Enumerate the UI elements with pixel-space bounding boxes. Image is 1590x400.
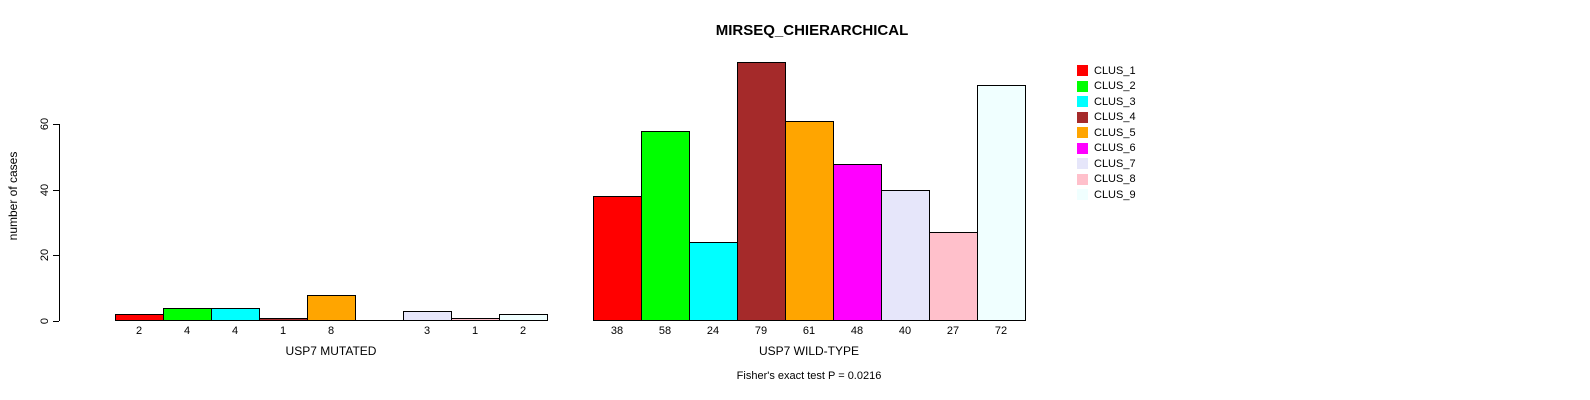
y-tick-label: 20 <box>39 248 51 262</box>
bar-value-label: 48 <box>850 325 864 337</box>
legend-color-swatch <box>1077 158 1088 170</box>
legend-item: CLUS_7 <box>1077 156 1136 172</box>
legend-label: CLUS_8 <box>1094 173 1136 186</box>
legend-color-swatch <box>1077 65 1088 77</box>
bar-clus_7-group0 <box>403 311 452 321</box>
y-tick-mark <box>53 124 59 125</box>
bar-value-label: 1 <box>471 325 479 337</box>
group-label-mutated: USP7 MUTATED <box>285 344 377 358</box>
group-label-wildtype: USP7 WILD-TYPE <box>758 344 860 358</box>
bar-clus_2-group0 <box>163 308 212 321</box>
y-axis-label: number of cases <box>6 151 20 241</box>
legend: CLUS_1 CLUS_2 CLUS_3 CLUS_4 CLUS_5 CLUS_6 CLUS… <box>1077 63 1136 203</box>
bar-value-label: 72 <box>994 325 1008 337</box>
bar-value-label: 2 <box>519 325 527 337</box>
bar-clus_2-group1 <box>641 131 690 321</box>
y-tick-label: 40 <box>39 183 51 197</box>
bar-clus_3-group1 <box>689 242 738 321</box>
legend-color-swatch <box>1077 173 1088 185</box>
bar-clus_3-group0 <box>211 308 260 321</box>
bar-clus_7-group1 <box>881 190 930 321</box>
bar-value-label: 24 <box>706 325 720 337</box>
y-tick-label: 60 <box>39 117 51 131</box>
bar-clus_5-group1 <box>785 121 834 321</box>
bar-value-label: 61 <box>802 325 816 337</box>
y-tick-mark <box>53 321 59 322</box>
bar-clus_1-group1 <box>593 196 642 321</box>
y-tick-mark <box>53 255 59 256</box>
y-axis-line <box>59 124 60 321</box>
legend-label: CLUS_4 <box>1094 111 1136 124</box>
legend-color-swatch <box>1077 111 1088 123</box>
legend-item: CLUS_8 <box>1077 172 1136 188</box>
legend-color-swatch <box>1077 96 1088 108</box>
legend-label: CLUS_5 <box>1094 126 1136 139</box>
fisher-test-annotation: Fisher's exact test P = 0.0216 <box>736 370 882 382</box>
legend-label: CLUS_1 <box>1094 64 1136 77</box>
bar-clus_5-group0 <box>307 295 356 321</box>
legend-item: CLUS_9 <box>1077 187 1136 203</box>
bar-clus_8-group1 <box>929 232 978 321</box>
legend-color-swatch <box>1077 80 1088 92</box>
chart-title: MIRSEQ_CHIERARCHICAL <box>715 22 909 39</box>
legend-color-swatch <box>1077 142 1088 154</box>
bar-value-label: 1 <box>279 325 287 337</box>
legend-item: CLUS_4 <box>1077 110 1136 126</box>
bar-clus_8-group0 <box>451 318 500 321</box>
legend-color-swatch <box>1077 189 1088 201</box>
bar-clus_9-group1 <box>977 85 1026 321</box>
bar-clus_1-group0 <box>115 314 164 321</box>
bar-value-label: 4 <box>231 325 239 337</box>
legend-item: CLUS_3 <box>1077 94 1136 110</box>
bar-value-label: 3 <box>423 325 431 337</box>
bar-value-label: 79 <box>754 325 768 337</box>
y-tick-label: 0 <box>39 317 51 325</box>
legend-label: CLUS_2 <box>1094 80 1136 93</box>
bar-clus_4-group1 <box>737 62 786 321</box>
legend-label: CLUS_6 <box>1094 142 1136 155</box>
bar-value-label: 27 <box>946 325 960 337</box>
legend-item: CLUS_2 <box>1077 79 1136 95</box>
bar-clus_4-group0 <box>259 318 308 321</box>
bar-value-label: 4 <box>183 325 191 337</box>
y-tick-mark <box>53 190 59 191</box>
legend-color-swatch <box>1077 127 1088 139</box>
bar-value-label: 58 <box>658 325 672 337</box>
legend-label: CLUS_9 <box>1094 188 1136 201</box>
bar-value-label: 38 <box>610 325 624 337</box>
legend-item: CLUS_1 <box>1077 63 1136 79</box>
legend-item: CLUS_5 <box>1077 125 1136 141</box>
legend-item: CLUS_6 <box>1077 141 1136 157</box>
bar-value-label: 8 <box>327 325 335 337</box>
legend-label: CLUS_7 <box>1094 157 1136 170</box>
bar-zero-clus_6-group0 <box>355 320 404 321</box>
bar-clus_9-group0 <box>499 314 548 321</box>
legend-label: CLUS_3 <box>1094 95 1136 108</box>
bar-value-label: 40 <box>898 325 912 337</box>
bar-value-label: 2 <box>135 325 143 337</box>
bar-clus_6-group1 <box>833 164 882 321</box>
